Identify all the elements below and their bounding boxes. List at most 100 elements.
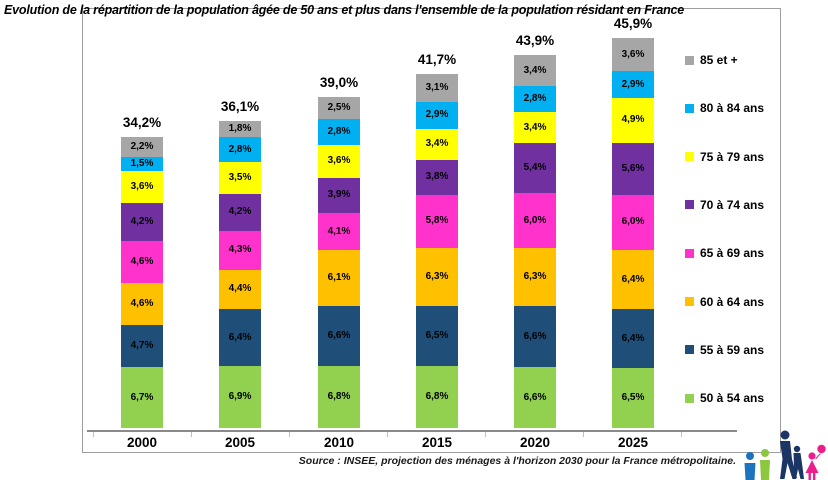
legend-item-65-a-69-ans: 65 à 69 ans xyxy=(685,246,764,260)
legend-item-85-et: 85 et + xyxy=(685,53,738,67)
segment-55-a-59-ans-2025: 6,4% xyxy=(612,309,654,369)
legend: 85 et + 80 à 84 ans 75 à 79 ans 70 à 74 ans… xyxy=(685,9,780,454)
segment-50-a-54-ans-2015: 6,8% xyxy=(416,365,458,428)
segment-85-et-2015: 3,1% xyxy=(416,73,458,103)
segment-55-a-59-ans-2020: 6,6% xyxy=(514,306,556,368)
chart-plot-area: 6,7% 4,7% 4,6% 4,6% 4,2% 3,6% 1,5% 2,2% 34,2% 200… xyxy=(82,8,781,453)
legend-swatch-icon xyxy=(685,248,694,258)
segment-50-a-54-ans-2010: 6,8% xyxy=(318,366,360,428)
segment-65-a-69-ans-2020: 6,0% xyxy=(514,193,556,249)
x-axis-tick xyxy=(583,432,584,437)
segment-85-et-2000: 2,2% xyxy=(121,137,163,158)
legend-swatch-icon xyxy=(685,200,694,210)
total-label-2025: 45,9% xyxy=(613,15,653,31)
stacked-bar-2020: 6,6% 6,6% 6,3% 6,0% 5,4% 3,4% 2,8% 3,4% xyxy=(514,54,556,428)
green-person-icon xyxy=(760,449,770,480)
x-axis-label-2000: 2000 xyxy=(126,435,158,450)
segment-75-a-79-ans-2000: 3,6% xyxy=(121,170,163,204)
legend-swatch-icon xyxy=(685,345,694,355)
legend-swatch-icon xyxy=(685,152,694,162)
segment-85-et-2005: 1,8% xyxy=(219,121,261,138)
segment-70-a-74-ans-2025: 5,6% xyxy=(612,143,654,195)
segment-70-a-74-ans-2000: 4,2% xyxy=(121,203,163,242)
legend-label: 70 à 74 ans xyxy=(700,197,765,212)
chart-title: Evolution de la répartition de la popula… xyxy=(4,3,685,17)
stacked-bar-2015: 6,8% 6,5% 6,3% 5,8% 3,8% 3,4% 2,9% 3,1% xyxy=(416,73,458,428)
legend-label: 85 et + xyxy=(700,53,738,67)
total-label-2015: 41,7% xyxy=(417,51,457,67)
segment-80-a-84-ans-2020: 2,8% xyxy=(514,86,556,113)
x-axis-label-2025: 2025 xyxy=(617,435,649,450)
segment-50-a-54-ans-2020: 6,6% xyxy=(514,367,556,428)
segment-70-a-74-ans-2020: 5,4% xyxy=(514,143,556,194)
stacked-bar-2005: 6,9% 6,4% 4,4% 4,3% 4,2% 3,5% 2,8% 1,8% xyxy=(219,121,261,428)
segment-75-a-79-ans-2025: 4,9% xyxy=(612,97,654,144)
x-axis-tick xyxy=(93,432,94,437)
segment-80-a-84-ans-2025: 2,9% xyxy=(612,71,654,98)
segment-80-a-84-ans-2005: 2,8% xyxy=(219,137,261,163)
legend-item-80-a-84-ans: 80 à 84 ans xyxy=(685,101,764,115)
pink-child-with-balloon-icon xyxy=(805,444,826,480)
segment-65-a-69-ans-2015: 5,8% xyxy=(416,194,458,249)
segment-65-a-69-ans-2010: 4,1% xyxy=(318,213,360,251)
segment-85-et-2020: 3,4% xyxy=(514,54,556,87)
stacked-bar-2025: 6,5% 6,4% 6,4% 6,0% 5,6% 4,9% 2,9% 3,6% xyxy=(612,37,654,428)
segment-65-a-69-ans-2000: 4,6% xyxy=(121,241,163,284)
segment-50-a-54-ans-2025: 6,5% xyxy=(612,368,654,428)
segment-80-a-84-ans-2000: 1,5% xyxy=(121,157,163,171)
x-axis-label-2005: 2005 xyxy=(224,435,256,450)
x-axis-tick xyxy=(681,432,682,437)
x-axis-label-2010: 2010 xyxy=(323,435,355,450)
stacked-bar-2000: 6,7% 4,7% 4,6% 4,6% 4,2% 3,6% 1,5% 2,2% xyxy=(121,137,163,428)
legend-item-70-a-74-ans: 70 à 74 ans xyxy=(685,198,764,212)
segment-70-a-74-ans-2005: 4,2% xyxy=(219,193,261,232)
legend-label: 50 à 54 ans xyxy=(700,391,765,406)
segment-70-a-74-ans-2010: 3,9% xyxy=(318,177,360,214)
segment-70-a-74-ans-2015: 3,8% xyxy=(416,159,458,195)
segment-55-a-59-ans-2015: 6,5% xyxy=(416,305,458,366)
navy-family-icon xyxy=(780,430,804,479)
x-axis-tick xyxy=(387,432,388,437)
legend-label: 60 à 64 ans xyxy=(700,294,765,309)
decorative-people-figures xyxy=(744,430,826,480)
legend-item-60-a-64-ans: 60 à 64 ans xyxy=(685,295,764,309)
segment-75-a-79-ans-2020: 3,4% xyxy=(514,112,556,144)
legend-item-55-a-59-ans: 55 à 59 ans xyxy=(685,343,764,357)
legend-swatch-icon xyxy=(685,297,694,306)
x-axis-tick xyxy=(191,432,192,437)
source-note: Source : INSEE, projection des ménages à… xyxy=(298,455,736,467)
total-label-2010: 39,0% xyxy=(319,74,359,90)
legend-swatch-icon xyxy=(685,55,694,65)
segment-65-a-69-ans-2025: 6,0% xyxy=(612,194,654,251)
segment-75-a-79-ans-2010: 3,6% xyxy=(318,144,360,178)
segment-60-a-64-ans-2005: 4,4% xyxy=(219,269,261,310)
legend-label: 65 à 69 ans xyxy=(700,246,765,261)
segment-55-a-59-ans-2005: 6,4% xyxy=(219,309,261,367)
legend-label: 80 à 84 ans xyxy=(700,101,765,116)
segment-60-a-64-ans-2025: 6,4% xyxy=(612,250,654,310)
segment-60-a-64-ans-2010: 6,1% xyxy=(318,250,360,306)
legend-label: 55 à 59 ans xyxy=(700,342,765,357)
total-label-2020: 43,9% xyxy=(515,32,555,48)
segment-75-a-79-ans-2005: 3,5% xyxy=(219,162,261,194)
stacked-bar-2010: 6,8% 6,6% 6,1% 4,1% 3,9% 3,6% 2,8% 2,5% xyxy=(318,96,360,428)
segment-85-et-2010: 2,5% xyxy=(318,96,360,120)
segment-60-a-64-ans-2020: 6,3% xyxy=(514,248,556,307)
legend-swatch-icon xyxy=(685,393,694,403)
x-axis-label-2020: 2020 xyxy=(519,435,551,450)
legend-item-50-a-54-ans: 50 à 54 ans xyxy=(685,391,764,405)
segment-55-a-59-ans-2000: 4,7% xyxy=(121,324,163,368)
x-axis-tick xyxy=(485,432,486,437)
total-label-2005: 36,1% xyxy=(220,99,260,115)
segment-60-a-64-ans-2015: 6,3% xyxy=(416,248,458,306)
segment-80-a-84-ans-2015: 2,9% xyxy=(416,102,458,129)
segment-65-a-69-ans-2005: 4,3% xyxy=(219,231,261,270)
segment-50-a-54-ans-2005: 6,9% xyxy=(219,366,261,428)
legend-item-75-a-79-ans: 75 à 79 ans xyxy=(685,150,764,164)
legend-label: 75 à 79 ans xyxy=(700,149,765,164)
x-axis-tick xyxy=(289,432,290,437)
blue-person-icon xyxy=(744,452,756,480)
segment-80-a-84-ans-2010: 2,8% xyxy=(318,119,360,145)
x-axis-label-2015: 2015 xyxy=(421,435,453,450)
segment-75-a-79-ans-2015: 3,4% xyxy=(416,128,458,160)
